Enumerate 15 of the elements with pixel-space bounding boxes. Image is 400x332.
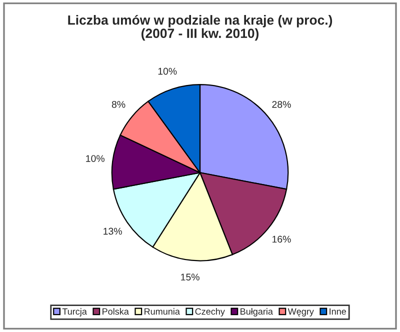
legend-label: Rumunia [144, 308, 180, 315]
data-label: 15% [181, 274, 200, 281]
data-label: 13% [104, 228, 122, 235]
data-label: 16% [272, 236, 291, 243]
chart-title: Liczba umów w podziale na kraje (w proc.) (2007 - III kw. 2010) [68, 14, 332, 41]
data-label: 10% [86, 155, 104, 162]
data-label: 28% [272, 100, 291, 108]
legend-label: Węgry [288, 308, 314, 316]
data-label: 10% [158, 68, 177, 75]
legend-label: Bułgaria [240, 308, 273, 316]
legend-label: Polska [102, 308, 129, 315]
legend-label: Czechy [195, 308, 225, 316]
legend-label: Turcja [62, 308, 87, 316]
legend-label: Inne [330, 308, 346, 315]
data-label: 8% [112, 100, 126, 108]
